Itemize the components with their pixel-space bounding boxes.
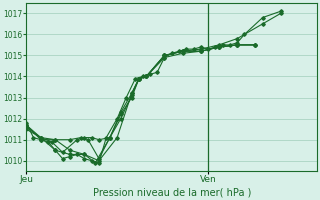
X-axis label: Pression niveau de la mer( hPa ): Pression niveau de la mer( hPa ) — [92, 187, 251, 197]
